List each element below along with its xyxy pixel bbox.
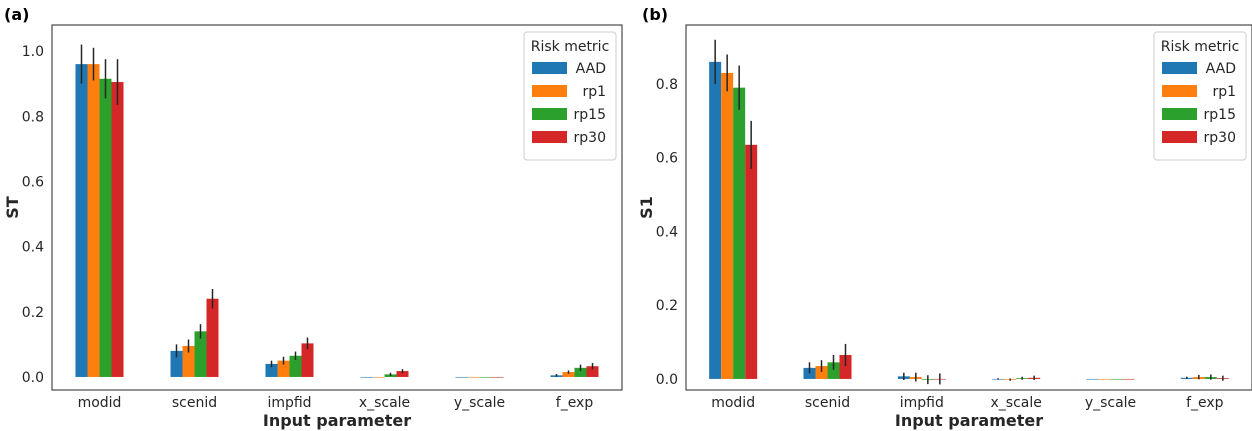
y-tick-label: 0.0 [22, 370, 44, 386]
x-axis-label: Input parameter [263, 411, 411, 430]
bar-aad-y-scale [1086, 378, 1099, 380]
x-tick-label: y_scale [1085, 395, 1136, 411]
x-tick-label: y_scale [454, 395, 505, 411]
bar-rp30-modid [745, 144, 758, 379]
x-tick-label: impfid [900, 395, 944, 411]
x-tick-label: modid [78, 395, 122, 411]
y-tick-label: 0.6 [656, 151, 678, 167]
legend-swatch-rp1 [1162, 85, 1197, 97]
y-tick-label: 1.0 [22, 44, 44, 60]
x-tick-label: scenid [172, 395, 217, 411]
legend-label-rp15: rp15 [1204, 107, 1236, 123]
bar-rp30-x-scale [396, 371, 409, 377]
y-tick-label: 0.4 [656, 224, 678, 240]
bar-rp15-impfid [289, 355, 302, 377]
bar-rp15-modid [733, 87, 746, 379]
legend-swatch-rp30 [1162, 131, 1197, 143]
bar-aad-modid [709, 61, 722, 379]
x-tick-label: x_scale [990, 395, 1041, 411]
bar-rp1-modid [721, 72, 734, 379]
bar-rp30-f-exp [586, 366, 599, 377]
legend-label-rp15: rp15 [574, 107, 606, 123]
y-axis-label: ST [3, 196, 22, 219]
legend-label-rp30: rp30 [1204, 130, 1236, 146]
bar-rp30-y-scale [491, 376, 504, 378]
legend-swatch-rp30 [532, 131, 567, 143]
bar-rp1-modid [87, 64, 100, 377]
bar-rp30-y-scale [1122, 378, 1135, 380]
y-tick-label: 0.0 [656, 372, 678, 388]
legend-label-rp30: rp30 [574, 130, 606, 146]
panel-letter: (a) [4, 5, 29, 24]
y-axis-label: S1 [637, 196, 656, 219]
bar-rp30-impfid [301, 343, 314, 377]
legend-label-rp1: rp1 [582, 84, 606, 100]
legend-swatch-aad [532, 62, 567, 74]
x-tick-label: modid [711, 395, 755, 411]
bar-rp15-y-scale [479, 376, 492, 378]
bar-aad-modid [75, 64, 88, 377]
plot-frame [51, 24, 623, 391]
bar-rp30-modid [111, 82, 124, 377]
bar-rp1-y-scale [467, 376, 480, 378]
y-tick-label: 0.2 [22, 305, 44, 321]
legend-swatch-rp15 [532, 108, 567, 120]
bar-rp30-scenid [206, 298, 219, 377]
bar-aad-scenid [170, 350, 183, 377]
bar-aad-impfid [265, 363, 278, 377]
bar-rp1-scenid [182, 346, 195, 377]
x-tick-label: scenid [805, 395, 850, 411]
bar-rp1-impfid [277, 360, 290, 377]
x-tick-label: f_exp [1186, 395, 1224, 411]
bar-rp1-f-exp [562, 372, 575, 377]
panel-letter: (b) [642, 5, 668, 24]
legend-label-aad: AAD [576, 61, 606, 77]
legend-swatch-rp15 [1162, 108, 1197, 120]
bar-rp1-x-scale [372, 376, 385, 378]
bar-rp15-scenid [194, 331, 207, 377]
x-tick-label: x_scale [359, 395, 410, 411]
x-axis-label: Input parameter [895, 411, 1043, 430]
y-tick-label: 0.2 [656, 298, 678, 314]
y-tick-label: 0.4 [22, 240, 44, 256]
legend-swatch-aad [1162, 62, 1197, 74]
legend-label-aad: AAD [1206, 61, 1236, 77]
bar-aad-y-scale [455, 376, 468, 378]
bar-rp1-y-scale [1098, 378, 1111, 380]
x-tick-label: impfid [267, 395, 311, 411]
bar-rp30-scenid [839, 354, 852, 379]
bar-rp1-scenid [815, 366, 828, 379]
legend-title: Risk metric [1161, 39, 1240, 55]
legend-title: Risk metric [531, 39, 610, 55]
bar-aad-x-scale [360, 376, 373, 378]
legend-swatch-rp1 [532, 85, 567, 97]
y-tick-label: 0.8 [656, 77, 678, 93]
y-tick-label: 0.8 [22, 109, 44, 125]
bar-rp15-scenid [827, 362, 840, 379]
legend-label-rp1: rp1 [1212, 84, 1236, 100]
bar-rp15-f-exp [574, 367, 587, 377]
x-tick-label: f_exp [556, 395, 594, 411]
plot-frame [685, 24, 1252, 391]
bar-rp15-modid [99, 78, 112, 377]
bar-rp15-y-scale [1110, 378, 1123, 380]
y-tick-label: 0.6 [22, 174, 44, 190]
